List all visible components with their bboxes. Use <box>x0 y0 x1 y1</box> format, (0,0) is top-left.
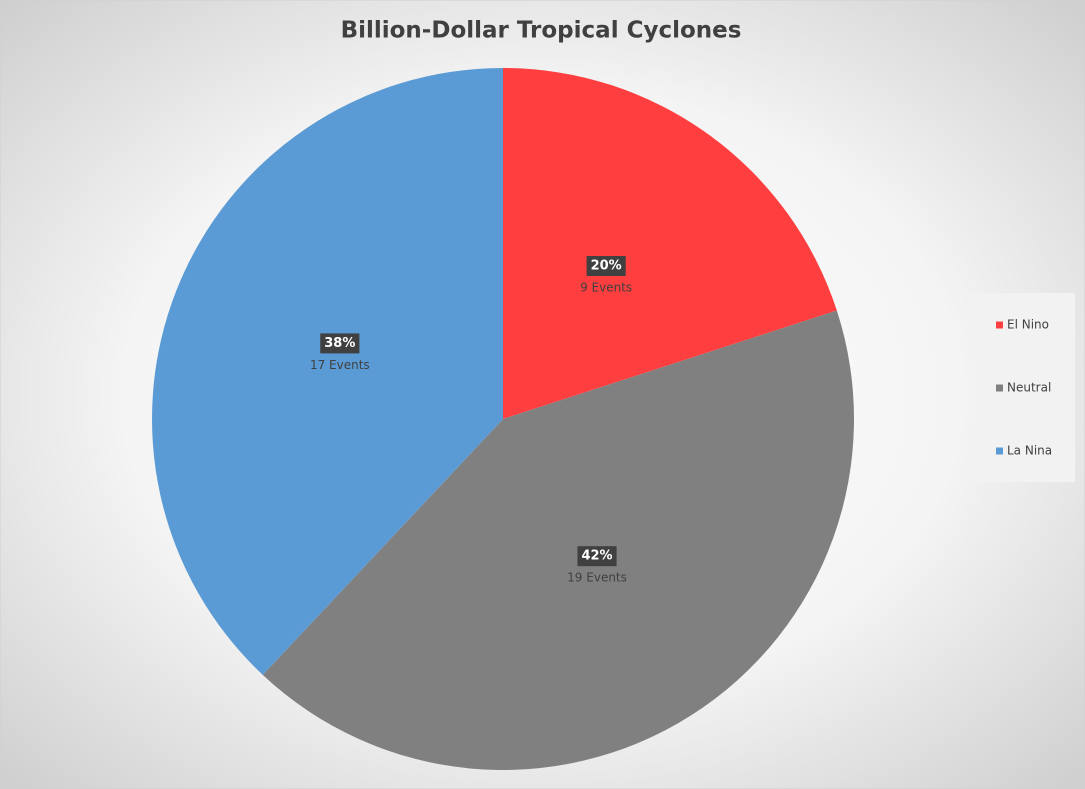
pie-slice <box>152 68 504 675</box>
value-label: 38% <box>324 336 355 351</box>
legend-label: La Nina <box>1007 444 1052 458</box>
legend-swatch <box>996 321 1003 329</box>
legend-entries: El Nino Neutral La Nina <box>996 318 1052 458</box>
pie <box>152 68 854 770</box>
count-label: 17 Events <box>310 358 370 372</box>
value-label-box <box>320 333 360 354</box>
pie-slice <box>262 310 854 770</box>
legend-label: El Nino <box>1007 318 1049 332</box>
value-label: 20% <box>591 259 622 274</box>
pie-slice <box>503 68 837 419</box>
legend <box>970 293 1075 482</box>
legend-label: Neutral <box>1007 381 1051 395</box>
value-label-box <box>577 546 617 567</box>
legend-swatch <box>996 384 1003 392</box>
value-label-box <box>586 256 626 277</box>
value-label: 42% <box>581 549 612 564</box>
chart-title: Billion-Dollar Tropical Cyclones <box>341 18 742 44</box>
count-label: 19 Events <box>567 571 627 585</box>
data-labels: 20% 9 Events 42% 19 Events 38% 17 Events <box>310 256 632 585</box>
count-label: 9 Events <box>580 281 632 295</box>
legend-swatch <box>996 447 1003 455</box>
